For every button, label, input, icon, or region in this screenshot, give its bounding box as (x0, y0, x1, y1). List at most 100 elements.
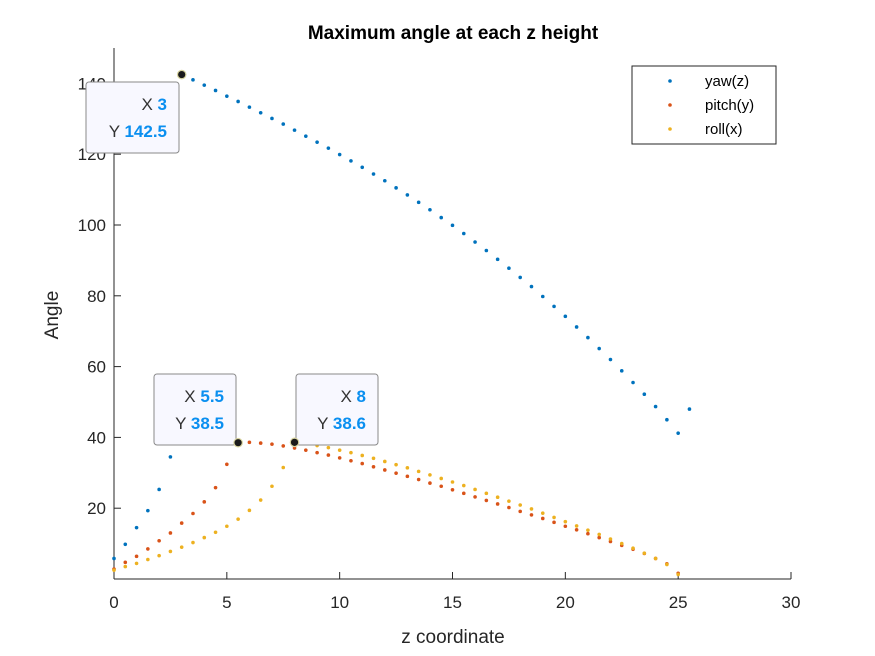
data-point (439, 215, 444, 220)
data-point (281, 444, 286, 448)
x-tick-label: 10 (330, 593, 349, 612)
legend[interactable]: yaw(z) pitch(y) roll(x) (631, 65, 777, 145)
data-point (225, 94, 229, 98)
data-point (202, 83, 207, 87)
data-point (134, 554, 139, 559)
data-point (495, 502, 500, 506)
data-point (428, 473, 432, 477)
data-point (168, 531, 173, 535)
chart-title: Maximum angle at each z height (308, 23, 599, 44)
data-point (146, 557, 150, 562)
x-tick-label: 20 (556, 593, 575, 612)
data-point (383, 459, 387, 464)
data-point (337, 456, 342, 460)
data-point (597, 532, 601, 537)
data-point (416, 469, 421, 474)
data-point (179, 545, 184, 549)
data-point (597, 346, 601, 351)
data-point (258, 110, 263, 115)
data-tip-marker (233, 437, 243, 448)
data-point (529, 284, 534, 289)
data-tip: X 8 Y 38.6 (289, 373, 379, 448)
data-tip-y: Y 142.5 (109, 122, 167, 141)
legend-label: pitch(y) (705, 97, 754, 114)
data-point (428, 207, 432, 212)
data-point (236, 99, 240, 104)
data-tip-box (153, 373, 237, 446)
data-point (563, 524, 568, 529)
data-point (270, 484, 274, 489)
data-tip-x: X 5.5 (184, 387, 224, 406)
data-point (461, 231, 466, 236)
data-point (371, 172, 376, 176)
data-point (586, 335, 590, 340)
data-point (337, 448, 342, 452)
data-point (574, 325, 579, 329)
data-tips: X 3 Y 142.5 X 5.5 Y 38.5 X 8 Y 38.6 (85, 69, 379, 448)
data-point (439, 476, 444, 481)
data-point (394, 186, 398, 190)
data-point (473, 240, 477, 244)
data-point (360, 461, 365, 466)
data-point (258, 498, 263, 502)
x-tick-label: 5 (222, 593, 231, 612)
legend-marker (668, 79, 672, 83)
data-point (676, 572, 680, 577)
data-point (495, 257, 500, 262)
x-tick-label: 0 (109, 593, 118, 612)
data-point (439, 484, 444, 489)
data-point (383, 468, 387, 472)
data-point (123, 564, 128, 569)
legend-label: roll(x) (705, 121, 743, 138)
data-point (631, 546, 635, 551)
data-point (461, 491, 466, 496)
data-point (540, 294, 545, 299)
data-tip-marker (289, 437, 300, 448)
series-rollx (112, 440, 680, 577)
y-tick-label: 100 (78, 216, 106, 235)
x-tick-label: 15 (443, 593, 462, 612)
data-point (507, 499, 511, 503)
data-tip-y: Y 38.6 (317, 414, 366, 433)
data-point (552, 304, 556, 309)
data-point (552, 520, 556, 525)
data-tip-x: X 3 (141, 95, 167, 114)
data-point (383, 178, 387, 183)
data-point (484, 491, 489, 496)
data-point (518, 509, 522, 514)
data-point (168, 455, 173, 459)
data-point (676, 431, 680, 435)
data-point (405, 466, 410, 470)
data-point (518, 275, 522, 280)
data-point (405, 193, 410, 197)
data-point (157, 487, 161, 492)
data-point (191, 540, 195, 545)
data-point (326, 445, 331, 450)
data-point (608, 537, 613, 541)
data-point (642, 551, 647, 555)
data-point (665, 417, 669, 422)
y-tick-label: 40 (87, 428, 106, 447)
legend-marker (668, 127, 672, 131)
data-point (202, 500, 207, 504)
data-point (450, 480, 455, 484)
data-point (507, 505, 511, 510)
data-point (315, 450, 319, 455)
y-tick-label: 60 (87, 358, 106, 377)
data-point (563, 314, 568, 319)
data-point (552, 515, 556, 520)
data-point (270, 442, 274, 446)
data-point (371, 456, 376, 461)
data-point (416, 200, 421, 205)
data-tip-box (295, 373, 379, 446)
data-point (349, 159, 353, 163)
x-tick-label: 30 (782, 593, 801, 612)
data-point (473, 487, 477, 492)
data-point (225, 462, 229, 467)
data-point (179, 521, 184, 525)
data-point (586, 531, 590, 536)
data-tip-y: Y 38.5 (175, 414, 224, 433)
data-tip: X 5.5 Y 38.5 (153, 373, 243, 448)
data-point (270, 116, 274, 121)
